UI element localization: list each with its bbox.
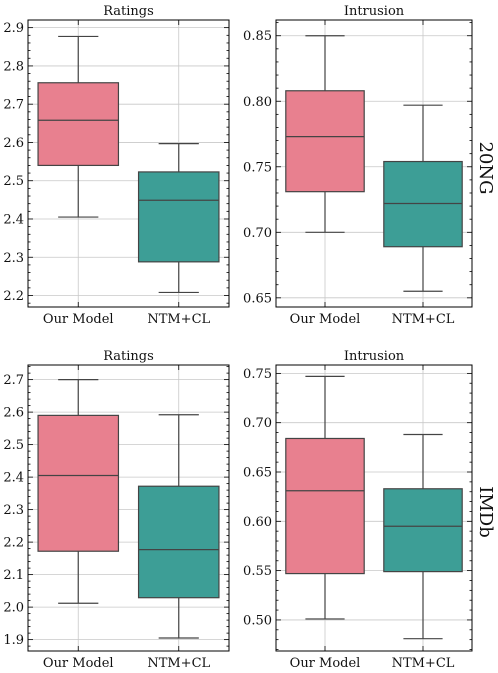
axes-frame (275, 364, 473, 652)
panel-title: Ratings (103, 4, 154, 19)
box-iqr (37, 414, 120, 552)
box-iqr (37, 82, 120, 167)
y-tick-label: 2.4 (3, 471, 24, 486)
y-tick-label: 1.9 (3, 633, 24, 648)
axes-frame (27, 364, 230, 652)
box-iqr (137, 171, 220, 263)
y-tick-label: 2.8 (3, 59, 24, 74)
box-our-model (37, 379, 120, 604)
y-tick-label: 2.2 (3, 536, 24, 551)
box-iqr (383, 160, 463, 248)
box-ntm-cl (383, 433, 463, 640)
x-tick-label: Our Model (290, 656, 361, 671)
y-tick-label: 2.7 (3, 98, 24, 113)
x-tick-label: Our Model (43, 656, 114, 671)
y-tick-label: 2.3 (3, 503, 24, 518)
box-iqr (285, 437, 365, 575)
y-tick-label: 2.4 (3, 212, 24, 227)
row-labels: 20NG IMDb (475, 141, 496, 537)
panel-20ng-intrusion: 0.65 0.70 0.75 0.80 0.85 Our Model NTM+CL Intru… (243, 4, 473, 327)
y-tick-label: 0.70 (243, 416, 272, 431)
y-tick-label: 2.2 (3, 289, 24, 304)
box-our-model (285, 375, 365, 620)
panels: 2.2 2.3 2.4 2.5 2.6 2.7 2.8 2.9 Our Model NTM+CL R… (3, 4, 473, 671)
y-tick-label: 0.70 (243, 226, 272, 241)
x-tick-label: NTM+CL (392, 312, 455, 327)
x-tick-label: Our Model (290, 312, 361, 327)
y-tick-label: 0.60 (243, 515, 272, 530)
box-ntm-cl (383, 104, 463, 292)
y-tick-label: 2.6 (3, 406, 24, 421)
box-iqr (285, 90, 365, 193)
box-our-model (37, 35, 120, 218)
row-label-imdb: IMDb (475, 486, 496, 538)
axes-frame (27, 19, 230, 308)
panel-title: Intrusion (344, 349, 405, 364)
panel-title: Intrusion (344, 4, 405, 19)
y-tick-label: 2.9 (3, 21, 24, 36)
box-iqr (137, 485, 220, 599)
y-tick-label: 0.65 (243, 291, 272, 306)
y-tick-label: 2.3 (3, 251, 24, 266)
x-tick-label: NTM+CL (392, 656, 455, 671)
y-tick-label: 0.50 (243, 613, 272, 628)
x-tick-label: Our Model (43, 312, 114, 327)
y-tick-label: 0.85 (243, 29, 272, 44)
panel-20ng-ratings: 2.2 2.3 2.4 2.5 2.6 2.7 2.8 2.9 Our Model NTM+CL R… (3, 4, 230, 327)
y-tick-label: 0.55 (243, 564, 272, 579)
box-ntm-cl (137, 414, 220, 639)
y-tick-label: 2.6 (3, 136, 24, 151)
box-iqr (383, 488, 463, 573)
x-tick-label: NTM+CL (147, 656, 210, 671)
y-tick-label: 0.75 (243, 367, 272, 382)
y-tick-label: 2.5 (3, 438, 24, 453)
y-tick-label: 0.65 (243, 466, 272, 481)
y-tick-label: 0.75 (243, 160, 272, 175)
box-ntm-cl (137, 143, 220, 294)
y-tick-label: 2.1 (3, 568, 24, 583)
y-tick-label: 0.80 (243, 95, 272, 110)
panel-imdb-ratings: 1.9 2.0 2.1 2.2 2.3 2.4 2.5 2.6 2.7 Our Model NTM+… (3, 349, 230, 671)
box-our-model (285, 35, 365, 233)
axes-frame (275, 19, 473, 308)
panel-title: Ratings (103, 349, 154, 364)
panel-imdb-intrusion: 0.50 0.55 0.60 0.65 0.70 0.75 Our Model NTM+CL I… (243, 349, 473, 671)
y-tick-label: 2.5 (3, 174, 24, 189)
row-label-20ng: 20NG (475, 141, 496, 194)
x-tick-label: NTM+CL (147, 312, 210, 327)
y-tick-label: 2.7 (3, 373, 24, 388)
y-tick-label: 2.0 (3, 601, 24, 616)
